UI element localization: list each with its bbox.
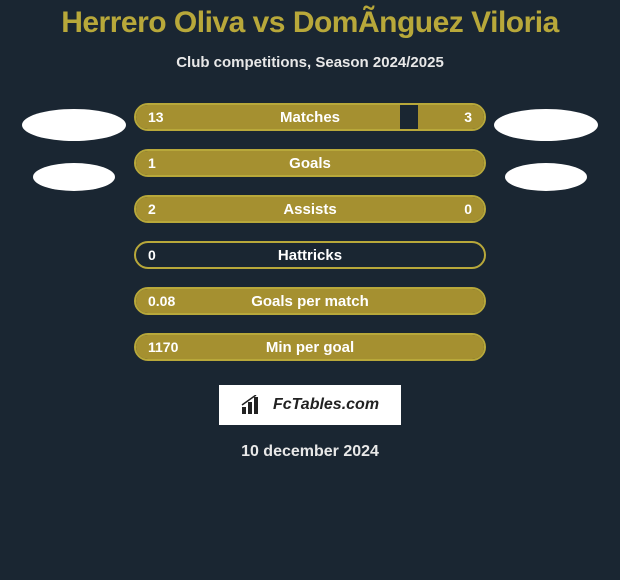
stat-bar: 0Hattricks [134,241,486,269]
brand-chart-icon [241,395,267,415]
avatars-right-column [486,103,606,191]
avatar [33,163,115,191]
brand-badge: FcTables.com [219,385,401,425]
page-title: Herrero Oliva vs DomÃ­nguez Viloria [61,6,559,40]
stat-bar: 0.08Goals per match [134,287,486,315]
stat-label: Goals [136,151,484,175]
stat-bar: 133Matches [134,103,486,131]
stat-label: Min per goal [136,335,484,359]
avatars-left-column [14,103,134,191]
avatar [22,109,126,141]
comparison-infographic: Herrero Oliva vs DomÃ­nguez Viloria Club… [0,0,620,580]
stat-label: Hattricks [136,243,484,267]
avatar [494,109,598,141]
stat-bar: 1Goals [134,149,486,177]
main-content: 133Matches 1Goals 20Assists 0Hattricks 0.08G… [0,103,620,361]
avatar [505,163,587,191]
brand-text: FcTables.com [273,396,379,414]
stat-bar: 20Assists [134,195,486,223]
stat-label: Goals per match [136,289,484,313]
date-text: 10 december 2024 [241,443,379,461]
stat-label: Assists [136,197,484,221]
stat-bars-column: 133Matches 1Goals 20Assists 0Hattricks 0.08G… [134,103,486,361]
subtitle: Club competitions, Season 2024/2025 [176,54,444,71]
stat-bar: 1170Min per goal [134,333,486,361]
stat-label: Matches [136,105,484,129]
